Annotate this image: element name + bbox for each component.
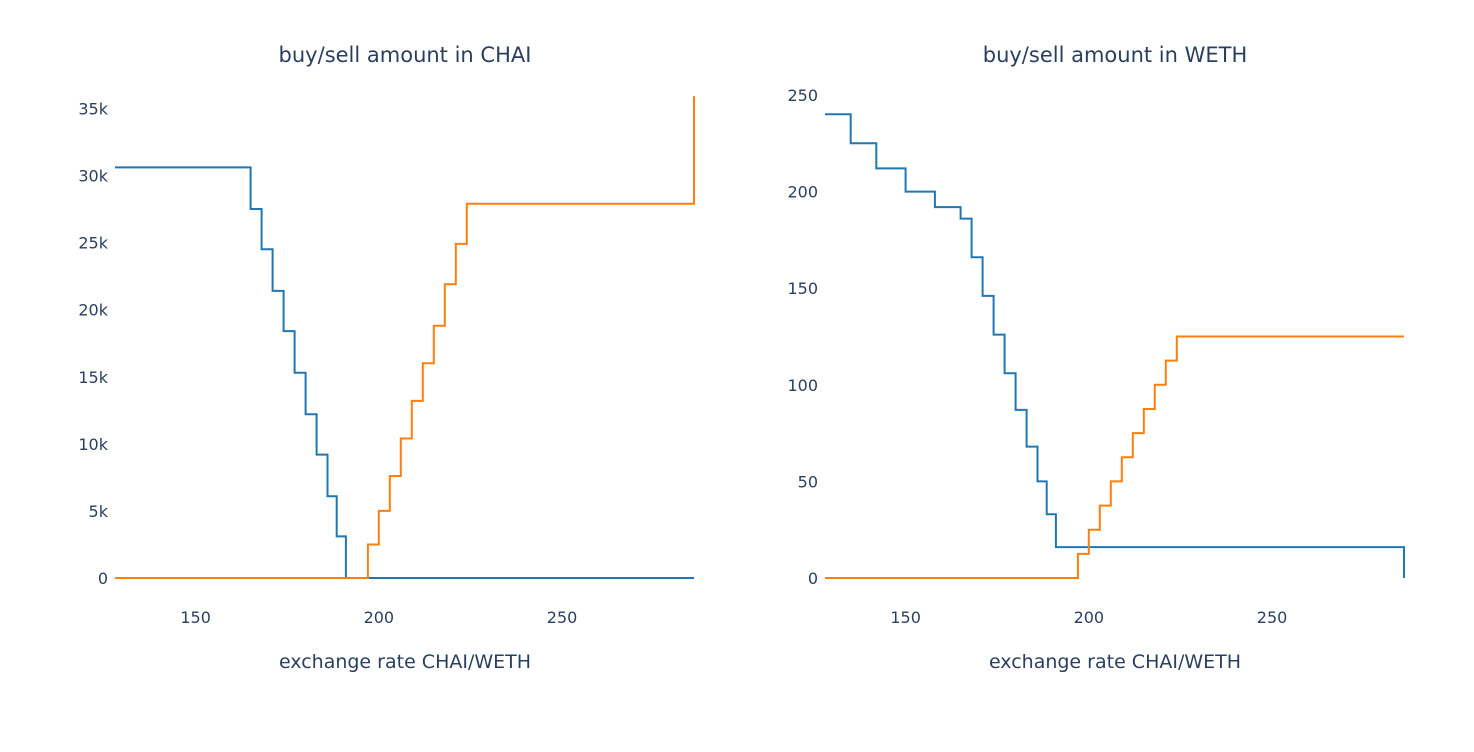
x-tick-label: 250	[1257, 608, 1288, 627]
x-tick-labels: 150 200 250	[890, 608, 1287, 627]
x-tick-label: 250	[547, 608, 578, 627]
series-line-orange	[115, 96, 695, 579]
y-tick-labels: 0 5k 10k 15k 20k 25k 30k 35k	[78, 99, 108, 588]
y-tick-label: 100	[787, 376, 818, 395]
y-tick-label: 25k	[78, 234, 108, 253]
y-tick-label: 5k	[89, 502, 109, 521]
y-tick-label: 20k	[78, 301, 108, 320]
series-line-blue	[825, 113, 1405, 578]
y-tick-label: 150	[787, 279, 818, 298]
y-tick-label: 15k	[78, 368, 108, 387]
x-tick-label: 150	[890, 608, 921, 627]
x-tick-label: 200	[364, 608, 395, 627]
chart-title: buy/sell amount in CHAI	[279, 43, 532, 67]
chart-weth: buy/sell amount in WETH 050100150200250 …	[787, 43, 1405, 673]
x-tick-label: 150	[180, 608, 211, 627]
series-line-blue	[115, 166, 694, 579]
y-tick-labels: 0 50 100 150 200 250	[787, 86, 818, 588]
y-tick-label: 50	[798, 472, 818, 491]
y-tick-label: 0	[98, 569, 108, 588]
y-tick-label: 250	[787, 86, 818, 105]
series-line-orange	[825, 335, 1404, 579]
series-lines	[825, 113, 1405, 579]
x-tick-labels: 150 200 250	[180, 608, 577, 627]
y-tick-label: 200	[787, 183, 818, 202]
y-tick-label: 35k	[78, 99, 108, 118]
series-lines	[115, 96, 695, 579]
x-axis-label: exchange rate CHAI/WETH	[989, 651, 1241, 673]
y-tick-label: 0	[808, 569, 818, 588]
y-tick-label: 30k	[78, 167, 108, 186]
x-tick-label: 200	[1074, 608, 1105, 627]
y-tick-label: 10k	[78, 435, 108, 454]
chart-title: buy/sell amount in WETH	[983, 43, 1248, 67]
x-axis-label: exchange rate CHAI/WETH	[279, 651, 531, 673]
chart-chai: buy/sell amount in CHAI 0 5k 10k 15k 20k 25k 3…	[78, 43, 695, 673]
